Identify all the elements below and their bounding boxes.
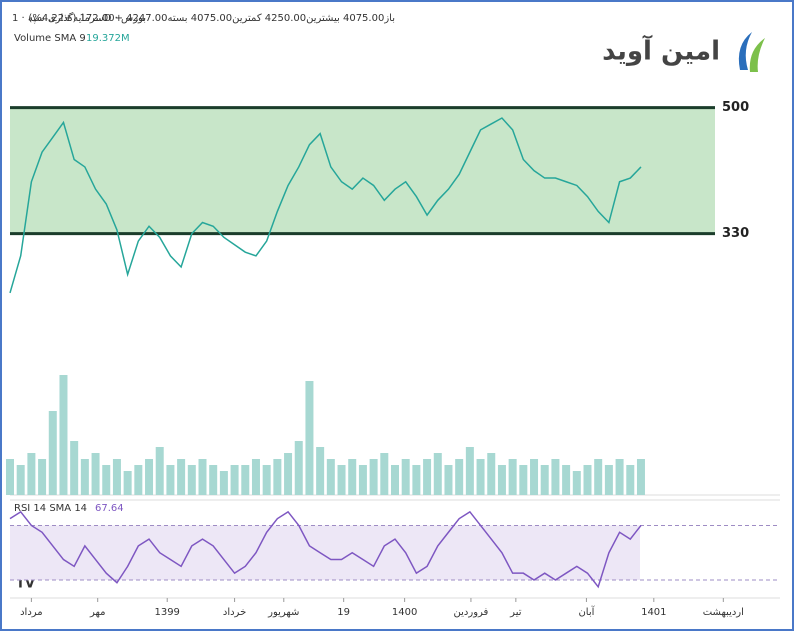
data-line: [9, 117, 642, 294]
volume-bar: [145, 459, 154, 495]
logo-text: امین آوید: [602, 35, 720, 67]
volume-bar: [380, 453, 389, 495]
x-tick-label: آبان: [578, 605, 595, 618]
volume-bar: [487, 453, 496, 495]
volume-bar: [102, 465, 111, 495]
volume-bar: [6, 459, 14, 495]
volume-bar: [230, 465, 239, 495]
volume-bar: [294, 441, 303, 495]
volume-bar: [112, 459, 121, 495]
volume-bar: [27, 453, 36, 495]
volume-bar: [530, 459, 539, 495]
volume-bar: [316, 447, 325, 495]
volume-bar: [241, 465, 250, 495]
volume-bar: [123, 471, 132, 495]
volume-bar: [562, 465, 571, 495]
volume-bar: [219, 471, 228, 495]
volume-bar: [262, 465, 271, 495]
x-tick-label: 19: [337, 607, 350, 618]
volume-bar: [626, 465, 635, 495]
volume-bar: [80, 459, 89, 495]
symbol: سرمایه‌گذاری سپه · 1D · بورس: [12, 12, 146, 24]
level-label: 330: [722, 226, 749, 241]
range-band: [10, 107, 715, 234]
volume-bar: [155, 447, 164, 495]
volume-bar: [604, 465, 613, 495]
volume-bar: [48, 411, 57, 495]
volume-bar: [38, 459, 47, 495]
volume-bar: [348, 459, 357, 495]
volume-bar: [444, 465, 453, 495]
volume-bar: [273, 459, 282, 495]
volume-bar: [166, 465, 175, 495]
volume-bar: [508, 459, 517, 495]
ohlc: باز4075.00 بیشترین4250.00 کمترین4075.00 …: [28, 13, 395, 24]
volume-bar: [337, 465, 346, 495]
x-tick-label: اردیبهشت: [703, 607, 744, 618]
volume-value: 19.372M: [86, 33, 130, 44]
data-line: [9, 510, 642, 589]
volume-bar: [594, 459, 603, 495]
volume-bar: [572, 471, 581, 495]
volume-bar: [476, 459, 485, 495]
rsi-value: 67.64: [95, 503, 124, 514]
volume-bar: [59, 375, 68, 495]
x-tick-label: تیر: [509, 607, 522, 618]
volume-bar: [134, 465, 143, 495]
x-tick-label: فروردین: [454, 607, 489, 618]
volume-bar: [497, 465, 506, 495]
volume-label: Volume SMA 9: [14, 33, 86, 44]
rsi-title: RSI 14 SMA 14: [14, 503, 87, 514]
volume-bar: [636, 459, 645, 495]
volume-bar: [16, 465, 25, 495]
volume-bar: [455, 459, 464, 495]
x-tick-label: 1399: [154, 607, 179, 618]
volume-bar: [284, 453, 293, 495]
volume-bar: [91, 453, 100, 495]
volume-bar: [465, 447, 474, 495]
volume-bar: [583, 465, 592, 495]
x-tick-label: مرداد: [20, 607, 43, 618]
x-tick-label: شهریور: [267, 607, 299, 618]
volume-bar: [187, 465, 196, 495]
volume-bar: [305, 381, 314, 495]
volume-bar: [519, 465, 528, 495]
volume-bar: [326, 459, 335, 495]
volume-bar: [401, 459, 410, 495]
volume-bar: [209, 465, 218, 495]
volume-bar: [177, 459, 186, 495]
volume-bar: [412, 465, 421, 495]
level-label: 500: [722, 100, 749, 115]
volume-bar: [369, 459, 378, 495]
volume-bar: [70, 441, 79, 495]
volume-bar: [615, 459, 624, 495]
volume-bar: [551, 459, 560, 495]
volume-bar: [198, 459, 207, 495]
volume-bar: [423, 459, 432, 495]
rsi-band: [10, 525, 640, 580]
volume-bar: [540, 465, 549, 495]
logo-icon: [738, 32, 765, 72]
x-tick-label: خرداد: [223, 607, 246, 618]
volume-bar: [433, 453, 442, 495]
volume-bar: [391, 465, 399, 495]
x-tick-label: مهر: [89, 607, 105, 618]
x-tick-label: 1400: [392, 607, 417, 618]
x-tick-label: 1401: [641, 607, 666, 618]
volume-bar: [251, 459, 260, 495]
volume-bar: [358, 465, 367, 495]
